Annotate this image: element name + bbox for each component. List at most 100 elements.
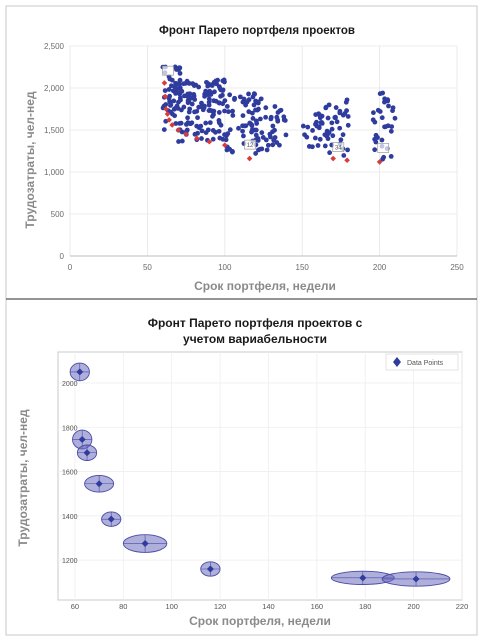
chart1-x-tick-label: 250 <box>450 263 464 272</box>
chart1-data-point <box>319 120 325 126</box>
chart1-data-point <box>258 96 264 102</box>
chart1-data-point <box>345 122 351 128</box>
chart2-data-point <box>412 575 420 583</box>
chart1-pareto-point <box>222 142 228 148</box>
chart1-data-point <box>196 84 202 90</box>
chart1-data-point <box>176 82 182 88</box>
chart1-data-point <box>183 121 189 127</box>
chart1-data-point <box>259 130 265 136</box>
chart2-x-tick-label: 80 <box>119 602 127 611</box>
chart1-data-point <box>191 92 197 97</box>
chart1-data-point <box>181 104 187 110</box>
chart1-data-point <box>199 100 204 106</box>
chart1-data-point <box>215 77 221 83</box>
chart2-data-point <box>141 540 149 548</box>
chart1-points <box>160 64 398 162</box>
chart2-x-ticks: 60 80 100 120 140 160 180 200 220 <box>71 602 468 611</box>
chart1-y-axis-label: Трудозатраты, чел-нед <box>23 91 37 229</box>
chart1-data-point <box>310 144 315 150</box>
chart1-data-point <box>222 108 227 114</box>
chart1-y-tick-label: 0 <box>60 252 65 261</box>
chart1-data-point <box>169 77 175 83</box>
chart2-data-point <box>359 574 367 582</box>
chart1-data-point <box>241 133 246 139</box>
chart1-data-point <box>330 133 336 139</box>
chart1-data-point <box>208 91 214 96</box>
chart1-data-point <box>332 115 338 120</box>
chart1-data-point <box>250 115 256 121</box>
chart1-data-point <box>186 99 192 105</box>
chart1-data-point <box>371 110 376 116</box>
chart1-pareto-point <box>376 159 383 165</box>
chart1-data-point <box>216 128 222 134</box>
chart1-data-point <box>166 87 172 92</box>
chart1-pareto-point <box>330 155 336 162</box>
chart1-data-point <box>176 139 181 144</box>
chart1-annotation-label: 34 <box>335 146 342 152</box>
chart1-data-point <box>168 83 174 89</box>
chart1-annotation-box <box>244 139 256 150</box>
chart1-y-tick-label: 500 <box>51 210 65 219</box>
chart1-data-point <box>207 107 213 113</box>
chart1-data-point <box>189 101 195 107</box>
chart1-pareto-point <box>166 117 172 123</box>
chart1-data-point <box>329 126 335 132</box>
chart1-y-tick-label: 2,000 <box>44 84 65 93</box>
chart1-data-point <box>322 143 328 149</box>
legend-label: Data Points <box>407 360 444 367</box>
chart1-y-ticks: 0 500 1,000 1,500 2,000 2,500 <box>44 42 65 261</box>
chart1-pareto-point <box>183 131 189 137</box>
chart1-data-point <box>179 129 185 135</box>
chart1-data-point <box>281 117 287 123</box>
legend-diamond-icon <box>393 357 401 367</box>
chart1-data-point <box>211 112 216 118</box>
chart1-data-point <box>255 99 261 105</box>
chart1-data-point <box>264 147 270 153</box>
chart1-data-point <box>263 114 269 120</box>
chart2-y-tick-label: 1800 <box>62 425 78 432</box>
chart1-data-point <box>253 151 259 156</box>
chart1-data-point <box>253 127 259 133</box>
chart1-data-point <box>338 137 344 143</box>
chart1-data-point <box>392 115 398 121</box>
chart1-data-point <box>382 96 388 102</box>
chart1-data-point <box>345 147 350 153</box>
chart1-pareto-point <box>344 157 350 164</box>
chart1-title: Фронт Парето портфеля проектов <box>159 25 355 37</box>
pareto-variability-chart: Фронт Парето портфеля проектов с учетом … <box>16 316 468 628</box>
chart1-x-tick-label: 100 <box>218 263 232 272</box>
chart1-data-point <box>312 135 318 141</box>
chart1-data-point <box>230 108 235 114</box>
chart1-data-point <box>323 105 329 111</box>
chart2-data-point <box>78 435 86 443</box>
chart1-data-point <box>317 115 323 121</box>
chart2-x-tick-label: 220 <box>456 602 469 611</box>
chart1-annotation-box <box>377 143 390 153</box>
chart1-pareto-point <box>194 135 200 142</box>
chart1-data-point <box>178 120 184 126</box>
chart2-points <box>69 362 451 587</box>
chart1-data-point <box>340 112 346 118</box>
chart1-pareto-points <box>161 80 383 165</box>
chart1-data-point <box>379 137 385 143</box>
chart1-data-point <box>195 115 200 121</box>
chart1-data-point <box>276 142 282 148</box>
chart1-data-point <box>263 105 269 111</box>
chart2-y-tick-label: 1400 <box>62 514 78 521</box>
chart1-x-tick-label: 50 <box>143 263 152 272</box>
chart1-data-point <box>390 108 395 114</box>
chart1-data-point <box>241 96 247 102</box>
chart1-pareto-point <box>175 127 182 133</box>
chart2-data-point <box>76 368 84 376</box>
chart2-x-tick-label: 200 <box>407 602 420 611</box>
chart1-data-point <box>334 119 340 125</box>
chart1-data-point <box>300 123 306 129</box>
chart1-data-point <box>183 80 188 86</box>
chart1-data-point <box>219 92 225 98</box>
chart1-data-point <box>206 96 212 102</box>
chart1-data-point <box>246 97 252 103</box>
chart1-data-point <box>236 125 241 131</box>
chart1-pareto-point <box>163 106 169 112</box>
chart1-data-point <box>199 136 204 141</box>
chart2-data-point <box>95 480 103 488</box>
